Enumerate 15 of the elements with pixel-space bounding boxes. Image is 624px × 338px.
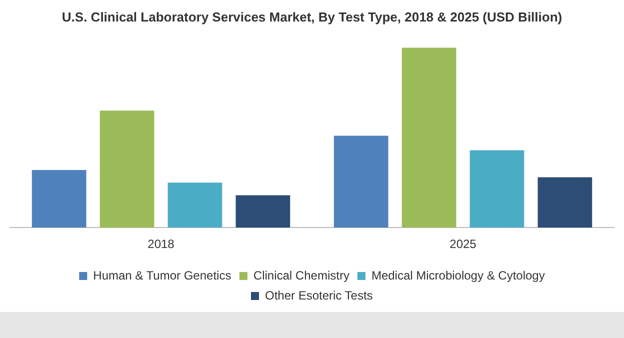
- bar: [538, 177, 592, 228]
- legend-label: Medical Microbiology & Cytology: [371, 268, 545, 282]
- bar: [402, 48, 456, 228]
- x-tick-label: 2018: [148, 237, 175, 252]
- x-tick-label: 2025: [450, 237, 477, 252]
- bar: [100, 110, 154, 228]
- chart-title: U.S. Clinical Laboratory Services Market, By Test Type, 2018 & 2025 (USD Billion): [62, 9, 562, 24]
- legend-label: Other Esoteric Tests: [264, 288, 373, 302]
- bar: [168, 182, 222, 228]
- legend-label: Human & Tumor Genetics: [93, 268, 232, 282]
- bar: [470, 150, 524, 228]
- bar: [236, 195, 290, 228]
- bar: [32, 170, 86, 228]
- legend-label: Clinical Chemistry: [253, 268, 350, 282]
- bar: [334, 136, 388, 228]
